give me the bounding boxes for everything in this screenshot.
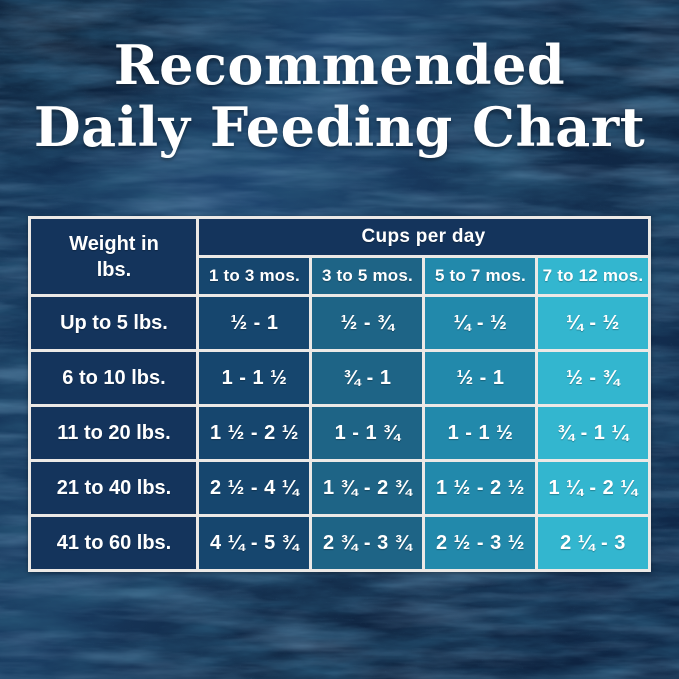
table-cell: 1 - 1 ½ [425, 407, 536, 459]
row-weight-label: 11 to 20 lbs. [31, 407, 197, 459]
age-header-cell-5-to-7-mos: 5 to 7 mos. [425, 258, 536, 294]
table-cell: 2 ¼ - 3 [538, 517, 648, 569]
table-cell: 4 ¼ - 5 ¾ [199, 517, 310, 569]
age-header-cell-7-to-12-mos: 7 to 12 mos. [538, 258, 648, 294]
table-cell: 2 ¾ - 3 ¾ [312, 517, 423, 569]
table-cell: ¾ - 1 ¼ [538, 407, 648, 459]
age-header-cell-3-to-5-mos: 3 to 5 mos. [312, 258, 423, 294]
row-weight-label: 41 to 60 lbs. [31, 517, 197, 569]
table-row: 11 to 20 lbs. 1 ½ - 2 ½ 1 - 1 ¾ 1 - 1 ½ … [31, 407, 648, 459]
table-cell: ½ - 1 [199, 297, 310, 349]
table-cell: 1 ½ - 2 ½ [199, 407, 310, 459]
table-row: 41 to 60 lbs. 4 ¼ - 5 ¾ 2 ¾ - 3 ¾ 2 ½ - … [31, 517, 648, 569]
feeding-chart-table: Weight in lbs. Cups per day 1 to 3 mos. … [28, 216, 651, 572]
row-weight-label: Up to 5 lbs. [31, 297, 197, 349]
table-cell: 1 ½ - 2 ½ [425, 462, 536, 514]
table-cell: 2 ½ - 3 ½ [425, 517, 536, 569]
cups-per-day-header-cell: Cups per day [199, 219, 648, 255]
table-row: 21 to 40 lbs. 2 ½ - 4 ¼ 1 ¾ - 2 ¾ 1 ½ - … [31, 462, 648, 514]
table-cell: ¼ - ½ [538, 297, 648, 349]
table-cell: ¼ - ½ [425, 297, 536, 349]
table-cell: ½ - 1 [425, 352, 536, 404]
age-header-cell-1-to-3-mos: 1 to 3 mos. [199, 258, 310, 294]
table-cell: 1 - 1 ½ [199, 352, 310, 404]
table-header-row-1: Weight in lbs. Cups per day [31, 219, 648, 294]
table-cell: ¾ - 1 [312, 352, 423, 404]
table-cell: 1 ¾ - 2 ¾ [312, 462, 423, 514]
page-title-line-2: Daily Feeding Chart [33, 95, 646, 159]
table-cell: 1 ¼ - 2 ¼ [538, 462, 648, 514]
table-cell: 1 - 1 ¾ [312, 407, 423, 459]
table-row: Up to 5 lbs. ½ - 1 ½ - ¾ ¼ - ½ ¼ - ½ [31, 297, 648, 349]
page-title: Recommended Daily Feeding Chart [0, 0, 679, 158]
page-title-line-1: Recommended [113, 33, 566, 97]
row-weight-label: 21 to 40 lbs. [31, 462, 197, 514]
table-row: 6 to 10 lbs. 1 - 1 ½ ¾ - 1 ½ - 1 ½ - ¾ [31, 352, 648, 404]
cups-per-day-label: Cups per day [361, 226, 486, 247]
weight-header-label: Weight in lbs. [69, 232, 159, 281]
table-cell: ½ - ¾ [538, 352, 648, 404]
row-weight-label: 6 to 10 lbs. [31, 352, 197, 404]
table-cell: 2 ½ - 4 ¼ [199, 462, 310, 514]
table-cell: ½ - ¾ [312, 297, 423, 349]
weight-header-cell: Weight in lbs. [31, 219, 197, 294]
